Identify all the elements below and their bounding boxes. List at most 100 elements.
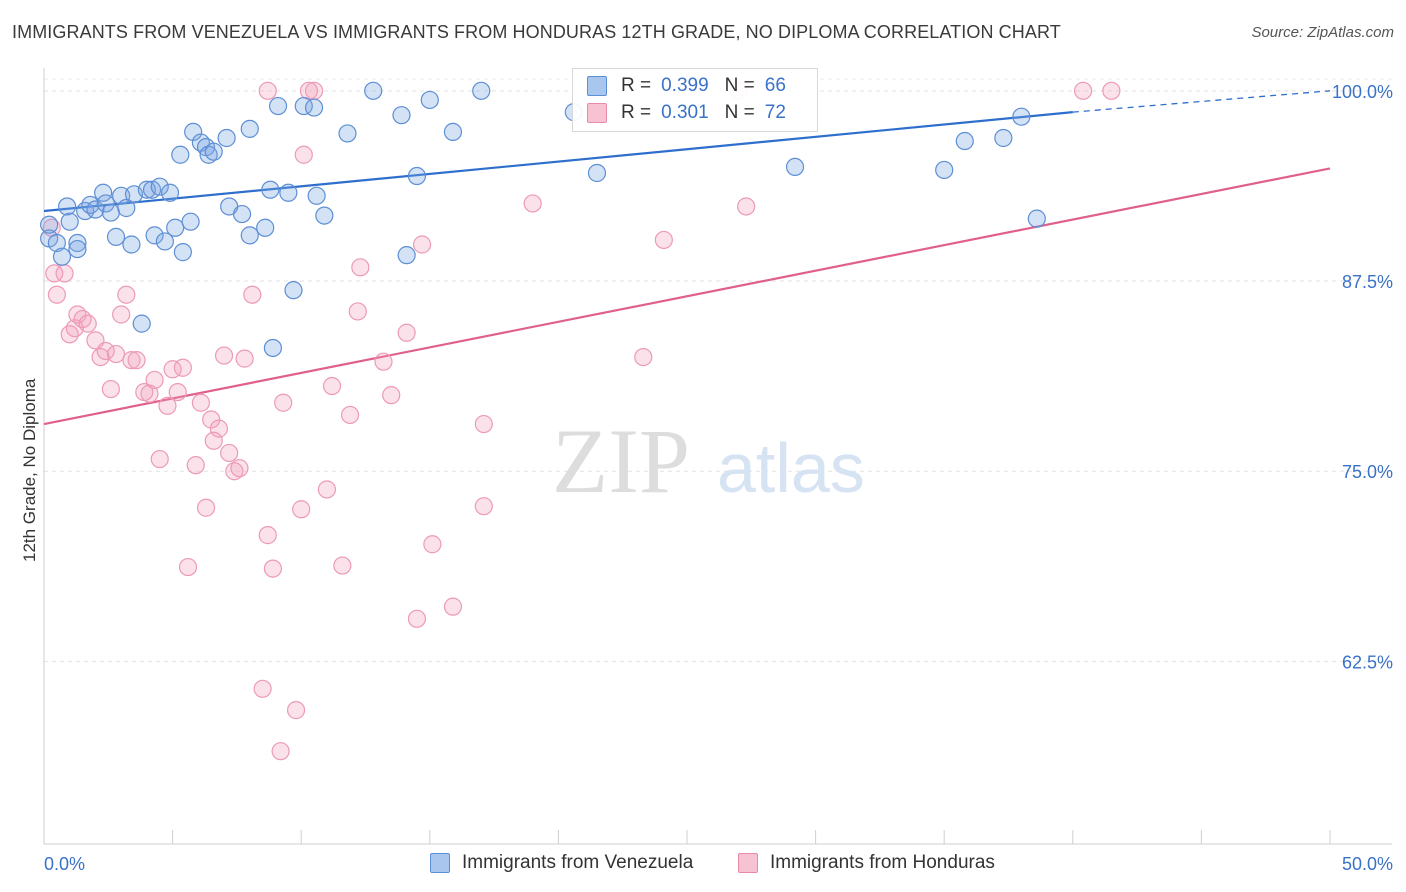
bottom-legend-swatch-venezuela xyxy=(430,853,450,873)
venezuela-point xyxy=(106,227,126,246)
watermark-zip: ZIP xyxy=(552,410,690,512)
venezuela-point xyxy=(315,206,334,225)
venezuela-points xyxy=(40,81,1046,358)
legend-n-label: N = xyxy=(724,102,755,123)
venezuela-point xyxy=(40,215,59,234)
honduras-point xyxy=(178,557,198,577)
honduras-point xyxy=(286,701,306,720)
honduras-point xyxy=(55,264,74,283)
venezuela-point xyxy=(240,226,259,245)
venezuela-point xyxy=(101,203,120,222)
honduras-point xyxy=(737,197,756,216)
honduras-point xyxy=(186,456,205,475)
honduras-point xyxy=(340,405,360,425)
honduras-point xyxy=(112,305,131,324)
honduras-point xyxy=(127,351,146,370)
venezuela-point xyxy=(173,243,192,262)
venezuela-point xyxy=(132,314,151,333)
legend-r-value-venezuela: 0.399 xyxy=(661,75,709,96)
venezuela-point xyxy=(263,338,283,358)
honduras-point xyxy=(168,382,187,402)
venezuela-point xyxy=(1027,209,1046,228)
venezuela-point xyxy=(117,198,136,218)
venezuela-point xyxy=(284,281,303,300)
venezuela-point xyxy=(587,163,607,183)
venezuela-point xyxy=(392,106,411,125)
venezuela-point xyxy=(94,183,113,202)
legend-r-label: R = xyxy=(621,75,652,96)
honduras-point xyxy=(258,526,277,545)
honduras-point xyxy=(299,81,319,100)
venezuela-point xyxy=(145,226,164,245)
honduras-point xyxy=(423,535,442,554)
honduras-point xyxy=(1102,81,1121,100)
venezuela-point xyxy=(166,218,185,237)
venezuela-point xyxy=(268,96,288,116)
honduras-point xyxy=(122,351,141,370)
watermark: ZIP atlas xyxy=(552,410,865,512)
venezuela-point xyxy=(204,142,223,161)
y-tick-label: 100.0% xyxy=(1332,82,1393,102)
venezuela-point xyxy=(279,183,298,202)
venezuela-point xyxy=(171,145,190,164)
venezuela-point xyxy=(68,239,87,259)
honduras-point xyxy=(106,344,126,364)
honduras-point xyxy=(322,376,342,396)
venezuela-point xyxy=(443,122,463,142)
honduras-point xyxy=(271,742,290,761)
venezuela-point xyxy=(407,166,427,186)
y-axis-label: 12th Grade, No Diploma xyxy=(20,378,39,562)
honduras-point xyxy=(150,449,169,469)
honduras-point xyxy=(253,679,272,698)
venezuela-point xyxy=(472,81,491,100)
watermark-atlas: atlas xyxy=(717,429,865,507)
bottom-legend-swatch-honduras xyxy=(738,853,758,873)
honduras-point xyxy=(191,393,210,412)
source-label: Source: ZipAtlas.com xyxy=(1251,24,1394,41)
legend-swatch-honduras xyxy=(587,103,607,123)
venezuela-point xyxy=(181,212,200,231)
bottom-legend-label-venezuela: Immigrants from Venezuela xyxy=(462,852,694,873)
honduras-point xyxy=(294,145,313,164)
y-tick-label: 87.5% xyxy=(1342,272,1393,292)
honduras-point xyxy=(374,352,393,371)
honduras-point xyxy=(140,384,159,403)
axes xyxy=(43,68,1392,845)
venezuela-point xyxy=(261,180,280,199)
venezuela-point xyxy=(240,119,259,138)
legend-n-label: N = xyxy=(724,75,755,96)
venezuela-point xyxy=(217,128,236,148)
venezuela-point xyxy=(122,235,141,254)
honduras-point xyxy=(351,258,370,277)
venezuela-point xyxy=(420,90,439,110)
bottom-legend-honduras: Immigrants from Honduras xyxy=(738,850,995,876)
venezuela-point xyxy=(68,233,87,253)
honduras-point xyxy=(292,500,311,519)
venezuela-point xyxy=(52,247,72,266)
y-tick-label: 62.5% xyxy=(1342,652,1393,672)
legend-n-value-venezuela: 66 xyxy=(764,75,786,96)
legend-r-label: R = xyxy=(621,102,652,123)
venezuela-point xyxy=(256,218,275,237)
venezuela-point xyxy=(307,186,326,205)
honduras-point xyxy=(263,559,283,578)
stats-legend: R = 0.399 N = 66 R = 0.301 N = 72 xyxy=(572,68,818,132)
venezuela-point xyxy=(232,204,252,224)
venezuela-point xyxy=(199,145,218,164)
venezuela-point xyxy=(96,194,115,213)
venezuela-point xyxy=(994,128,1013,148)
venezuela-point xyxy=(58,197,77,216)
venezuela-point xyxy=(785,157,805,177)
honduras-point xyxy=(397,323,416,342)
venezuela-trend-line xyxy=(43,111,1073,213)
honduras-point xyxy=(173,358,192,377)
legend-swatch-venezuela xyxy=(587,76,607,96)
honduras-point xyxy=(258,81,277,100)
y-tick-label: 75.0% xyxy=(1342,462,1393,482)
venezuela-point xyxy=(955,131,974,151)
venezuela-point xyxy=(160,183,180,202)
grid-lines xyxy=(44,78,1392,662)
venezuela-point xyxy=(60,212,79,231)
legend-row-honduras: R = 0.301 N = 72 xyxy=(587,101,786,125)
